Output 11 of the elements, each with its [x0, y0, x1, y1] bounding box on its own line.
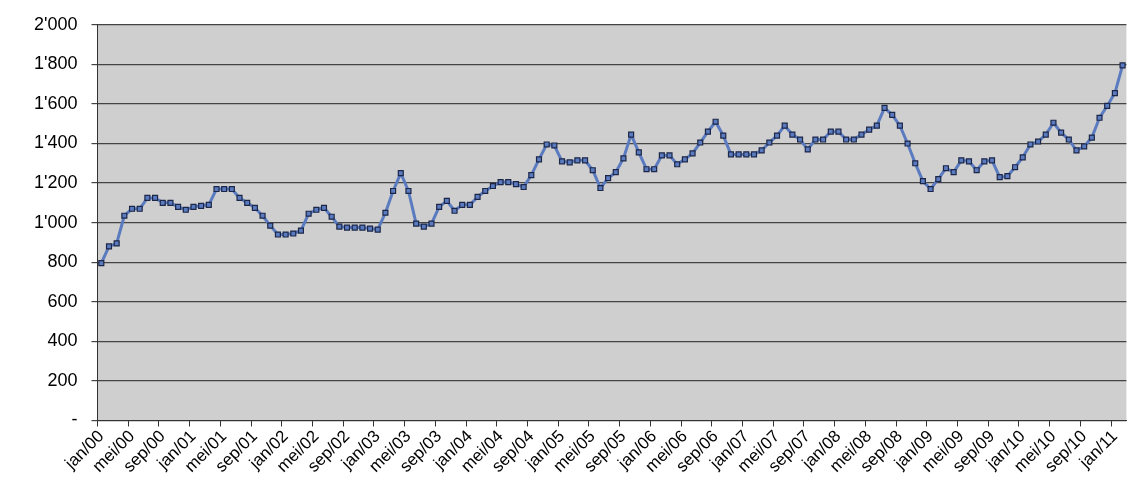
y-tick-label: 600: [47, 290, 78, 311]
y-tick-label: 1'200: [34, 172, 78, 193]
y-tick-label: 1'000: [34, 211, 78, 232]
y-tick-label: 1'400: [34, 132, 78, 153]
y-tick-label: 2'000: [34, 13, 78, 34]
y-tick-label: 400: [47, 330, 78, 351]
y-tick-label: 200: [47, 369, 78, 390]
y-tick-label: 1'600: [34, 92, 78, 113]
y-tick-label: 800: [47, 251, 78, 272]
y-tick-label: 1'800: [34, 53, 78, 74]
y-tick-label: -: [71, 409, 78, 430]
